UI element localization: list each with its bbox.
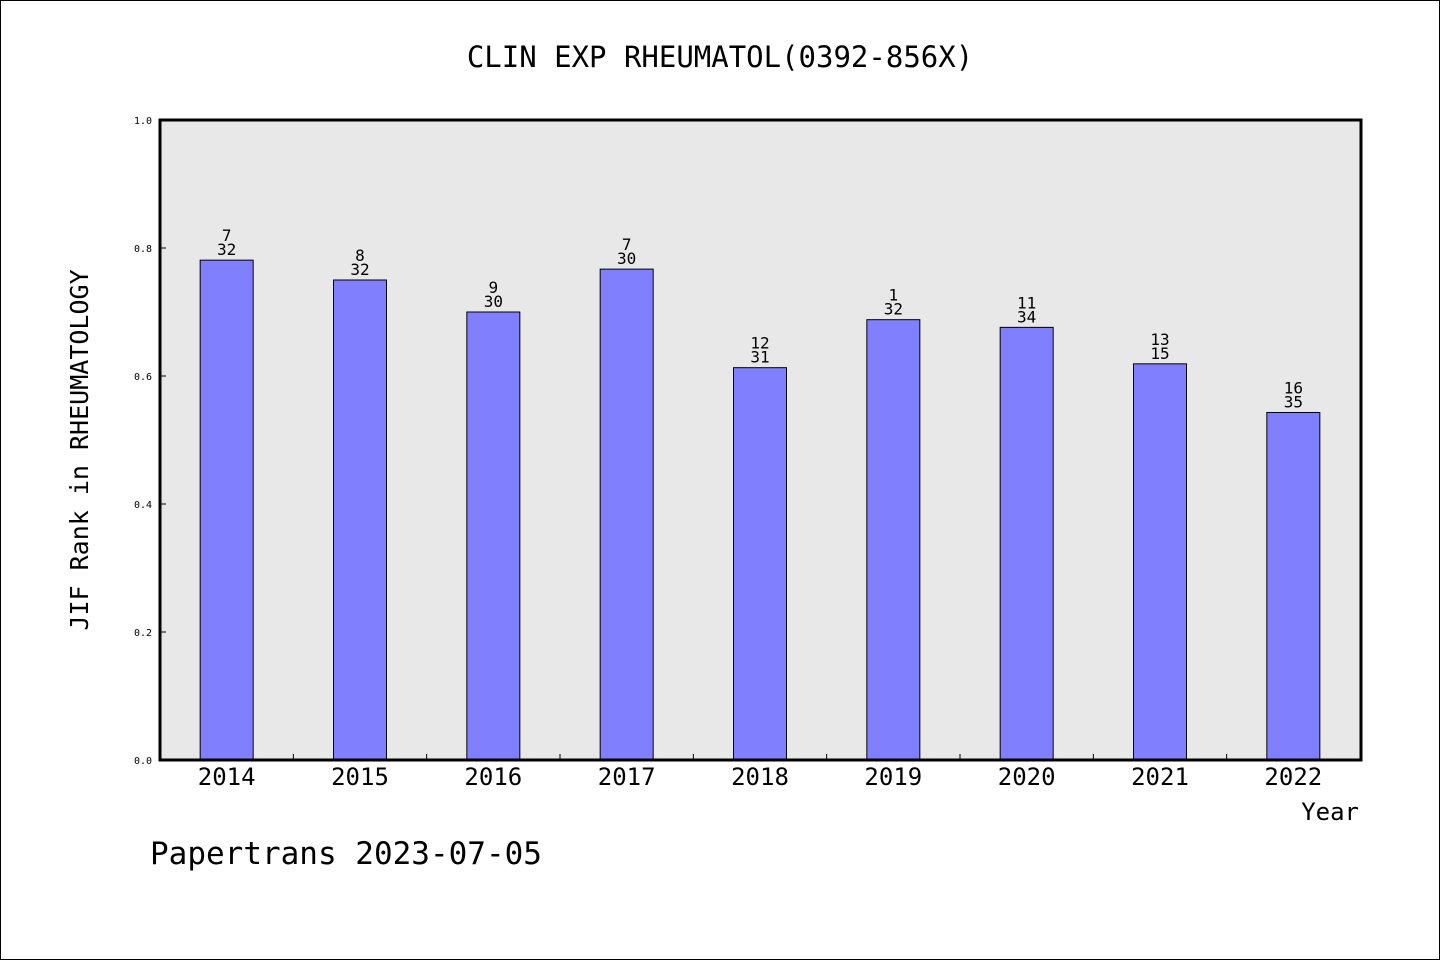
bar-label-rank: 7 [222,226,232,245]
bar-label-total: 32 [350,260,369,279]
plot-border [158,118,1363,762]
bar [333,279,387,761]
bar-label-rank: 1 [889,286,899,305]
chart-title: CLIN EXP RHEUMATOL(0392-856X) [467,40,973,74]
y-tick-label: 0.8 [134,244,152,255]
x-tick-label: 2014 [198,763,256,791]
bar [999,326,1054,761]
x-tick-label: 2017 [598,763,656,791]
bars [199,259,1321,761]
x-axis-label: Year [1301,798,1359,826]
bar-label-rank: 11 [1017,293,1036,312]
x-tick-label: 2016 [464,763,522,791]
y-tick-label: 0.6 [134,372,152,383]
bar-label-total: 30 [617,249,636,268]
y-tick-label: 0.0 [134,756,152,767]
x-axis: 2014 2015 2016 2017 2018 2019 2020 2021 2022 [198,754,1322,791]
bar [599,268,654,761]
bar-label-total: 32 [217,240,236,259]
x-tick-label: 2018 [731,763,789,791]
x-tick-label: 2015 [331,763,389,791]
bar [466,311,521,761]
y-tick-label: 1.0 [134,116,152,127]
bar-label-total: 35 [1284,392,1303,411]
bar [199,259,254,761]
bar-label-rank: 9 [489,278,499,297]
bar [1266,411,1321,761]
bar-label-total: 30 [484,292,503,311]
x-tick-label: 2019 [864,763,922,791]
x-tick-label: 2020 [998,763,1056,791]
bar [866,319,921,761]
bar-label-total: 34 [1017,307,1036,326]
y-axis-label: JIF Rank in RHEUMATOLOGY [65,269,94,630]
bar-label-total: 15 [1150,344,1169,363]
y-tick-label: 0.2 [134,628,152,639]
bar [733,367,787,761]
bar [1133,363,1187,761]
footer-credit: Papertrans 2023-07-05 [150,836,542,872]
x-tick-label: 2021 [1131,763,1189,791]
bar-label-rank: 16 [1284,378,1303,397]
bar-label-rank: 7 [622,235,632,254]
bar-label-rank: 8 [355,246,365,265]
x-tick-label: 2022 [1264,763,1322,791]
bar-label-rank: 12 [750,334,769,353]
y-tick-label: 0.4 [134,500,152,511]
bar-label-total: 32 [884,300,903,319]
bar-label-rank: 13 [1150,330,1169,349]
bar-label-total: 31 [750,348,769,367]
